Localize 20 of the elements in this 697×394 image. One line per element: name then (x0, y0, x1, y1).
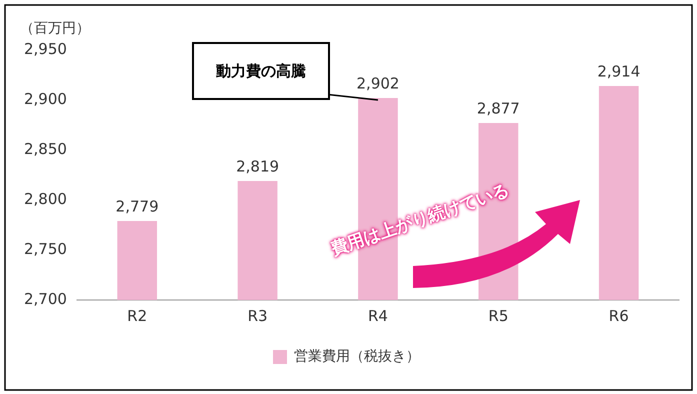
y-tick-label: 2,700 (24, 290, 67, 308)
data-label: 2,819 (236, 157, 280, 176)
y-tick-label: 2,950 (24, 40, 67, 58)
legend-label: 営業費用（税抜き） (294, 348, 420, 365)
y-tick-label: 2,850 (24, 140, 67, 158)
data-label: 2,914 (597, 62, 640, 80)
y-tick-label: 2,900 (24, 90, 67, 108)
data-label: 2,902 (356, 74, 400, 92)
y-axis-title: （百万円） (20, 20, 90, 37)
x-tick-label: R2 (127, 306, 148, 325)
x-tick-label: R4 (368, 306, 388, 325)
callout-box: 動力費の高騰 (192, 42, 331, 101)
annotation: 費用は上がり続けている (328, 179, 513, 262)
x-tick-label: R3 (248, 306, 268, 325)
data-label: 2,877 (476, 99, 520, 118)
x-tick-label: R5 (488, 306, 508, 325)
y-tick-label: 2,800 (24, 190, 67, 208)
x-tick-label: R6 (608, 306, 629, 325)
data-label: 2,779 (116, 197, 159, 216)
y-tick-label: 2,750 (24, 240, 67, 258)
